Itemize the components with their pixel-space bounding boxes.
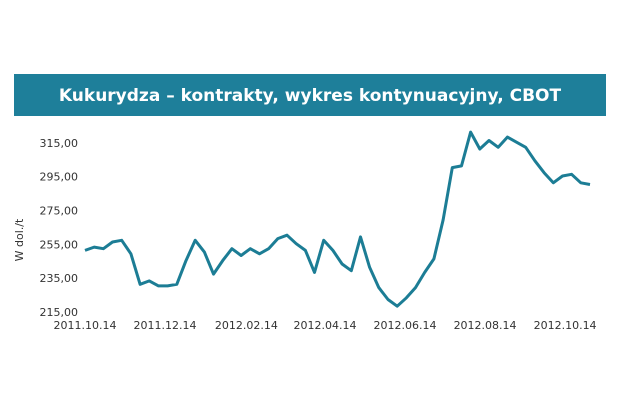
x-tick-label: 2012.04.14: [294, 319, 357, 332]
x-tick-label: 2011.12.14: [134, 319, 197, 332]
title-banner: [14, 74, 606, 116]
y-tick-label: 255,00: [40, 238, 79, 251]
x-tick-label: 2012.06.14: [374, 319, 437, 332]
x-tick-label: 2011.10.14: [54, 319, 117, 332]
price-line: [84, 130, 591, 308]
y-tick-label: 235,00: [40, 272, 79, 285]
y-tick-label: 215,00: [40, 306, 79, 319]
chart-title: Kukurydza – kontrakty, wykres kontynuacy…: [59, 86, 562, 106]
y-tick-label: 295,00: [40, 171, 79, 184]
x-tick-label: 2012.08.14: [454, 319, 517, 332]
x-tick-label: 2012.10.14: [534, 319, 597, 332]
x-tick-label: 2012.02.14: [215, 319, 278, 332]
y-tick-label: 315,00: [40, 137, 79, 150]
y-tick-label: 275,00: [40, 205, 79, 218]
y-axis-label: W dol./t: [13, 218, 26, 261]
